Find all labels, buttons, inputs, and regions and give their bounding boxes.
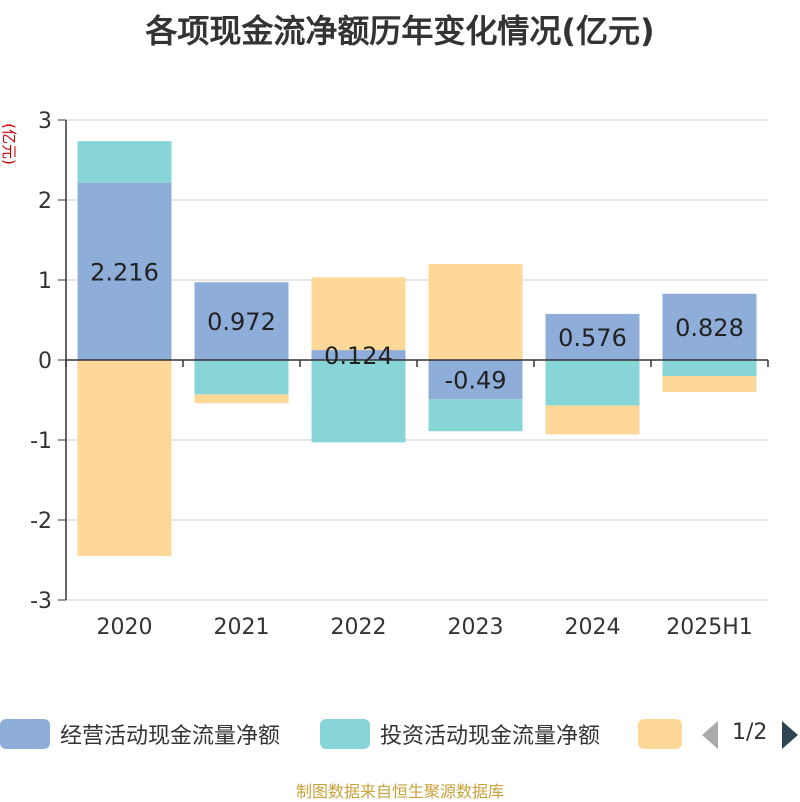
- bar-operating-2024: [545, 313, 640, 360]
- bar-financing-2022: [311, 277, 406, 351]
- x-tick-label: 2022: [331, 615, 387, 640]
- legend-swatch-operating: [0, 719, 50, 749]
- legend-pager: 1/2: [700, 718, 800, 752]
- bar-operating-2020: [77, 182, 172, 360]
- bar-operating-2022: [311, 350, 406, 360]
- y-tick-label: 1: [38, 269, 52, 294]
- legend-swatch-financing: [638, 719, 682, 749]
- legend-item-operating[interactable]: 经营活动现金流量净额: [0, 716, 280, 752]
- pager-prev-icon[interactable]: [702, 721, 718, 749]
- y-tick-label: -2: [30, 509, 52, 534]
- y-tick-label: 0: [38, 349, 52, 374]
- x-tick-label: 2023: [448, 615, 504, 640]
- bar-investing-2022: [311, 360, 406, 443]
- data-label: -0.49: [444, 367, 506, 395]
- x-tick-label: 2020: [97, 615, 153, 640]
- legend-swatch-investing: [320, 719, 370, 749]
- x-tick-label: 2024: [565, 615, 621, 640]
- data-label: 0.972: [207, 308, 276, 336]
- x-tick-label: 2021: [214, 615, 270, 640]
- bar-operating-2021: [194, 282, 289, 360]
- pager-text: 1/2: [732, 720, 768, 745]
- bar-investing-2021: [194, 360, 289, 395]
- bar-financing-2023: [428, 264, 523, 360]
- legend-label-investing: 投资活动现金流量净额: [380, 724, 601, 749]
- chart-title: 各项现金流净额历年变化情况(亿元): [145, 12, 655, 50]
- data-label: 0.124: [324, 342, 393, 370]
- bar-investing-2024: [545, 360, 640, 406]
- y-tick-label: -1: [30, 429, 52, 454]
- bar-financing-2025H1: [662, 376, 757, 392]
- bar-operating-2023: [428, 360, 523, 400]
- chart-plot: 3 2 1 0 -1 -2 -3 (亿元) 2.216 0.972 0.124 -0.49 0.576 0…: [0, 109, 769, 640]
- bar-investing-2020: [77, 141, 172, 183]
- bar-financing-2024: [545, 405, 640, 435]
- y-axis-label: (亿元): [0, 123, 18, 165]
- source-footer: 制图数据来自恒生聚源数据库: [295, 782, 504, 801]
- bar-financing-2020: [77, 360, 172, 556]
- legend-item-financing[interactable]: [638, 716, 682, 752]
- bar-investing-2023: [428, 399, 523, 432]
- data-label: 0.576: [558, 324, 627, 352]
- legend-label-operating: 经营活动现金流量净额: [60, 724, 281, 749]
- bar-operating-2025H1: [662, 293, 757, 360]
- bar-investing-2025H1: [662, 360, 757, 376]
- legend-item-investing[interactable]: 投资活动现金流量净额: [320, 716, 600, 752]
- x-tick-label: 2025H1: [666, 615, 753, 640]
- y-tick-label: 2: [38, 189, 52, 214]
- y-tick-label: 3: [38, 109, 52, 134]
- bar-financing-2021: [194, 394, 289, 404]
- data-label: 2.216: [90, 258, 159, 286]
- pager-next-icon[interactable]: [782, 721, 798, 749]
- data-label: 0.828: [675, 314, 744, 342]
- y-tick-label: -3: [30, 589, 52, 614]
